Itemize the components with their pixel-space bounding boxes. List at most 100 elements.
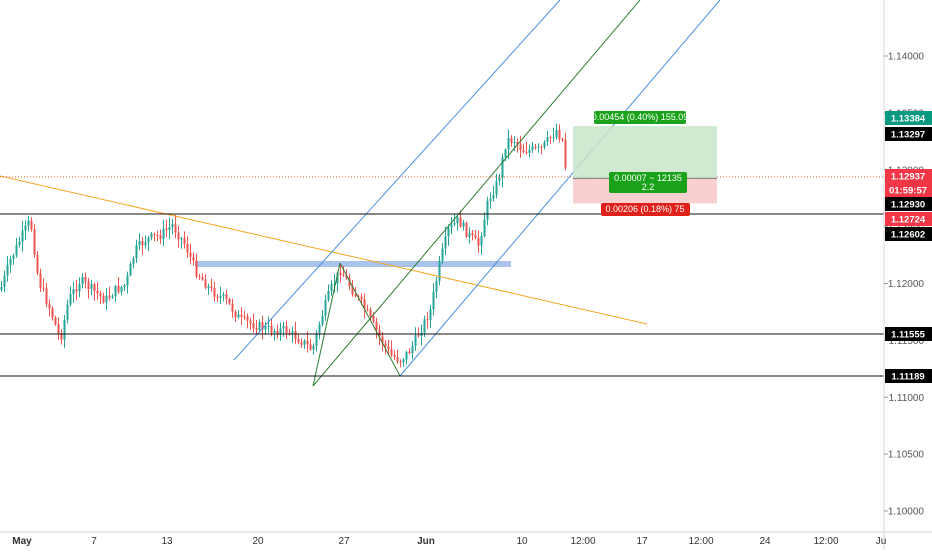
candle-body [60, 333, 63, 340]
candle-body [303, 340, 306, 345]
price-tag-bg [885, 127, 932, 141]
candle-body [213, 287, 216, 297]
candle-body [177, 232, 180, 240]
price-tag-bg [885, 212, 932, 226]
candle-body [483, 219, 486, 236]
candle-body [447, 227, 450, 237]
candle-body [441, 248, 444, 261]
candle-body [516, 142, 519, 145]
time-tick-label: 12:00 [570, 536, 595, 547]
channel-upper-line [233, 0, 561, 361]
candle-body [222, 294, 225, 296]
candle-body [333, 283, 336, 285]
time-axis[interactable]: May 7 13 20 27 Jun 10 12:00 17 12:00 24 12:00 Ju [0, 531, 932, 547]
candle-body [414, 335, 417, 346]
candle-body [270, 325, 273, 333]
candle-body [75, 289, 78, 292]
price-axis[interactable]: 1.140001.135001.130001.125001.120001.115… [883, 0, 925, 550]
candle-body [369, 309, 372, 317]
price-tick-label: 1.11500 [889, 336, 925, 347]
price-tick-label: 1.10500 [888, 450, 925, 461]
horizontal-levels[interactable] [0, 176, 884, 377]
candle-body [105, 295, 108, 303]
time-tick-label: 12:00 [688, 536, 713, 547]
candle-body [429, 309, 432, 321]
candle-body [30, 220, 33, 230]
candle-body [6, 264, 9, 276]
candle-body [219, 295, 222, 298]
price-tag-label: 01:59:57 [889, 186, 927, 197]
price-tag-bg [885, 227, 932, 241]
price-tick-label: 1.10000 [888, 507, 925, 518]
candle-body [384, 343, 387, 347]
candle-body [117, 285, 120, 292]
candle-body [231, 303, 234, 312]
time-tick-label: 27 [338, 536, 350, 547]
candle-body [435, 280, 438, 292]
price-tags: 1.13384 1.13297 1.12937 01:59:57 1.12930 1.12… [885, 111, 932, 383]
candle-body [264, 326, 267, 330]
time-tick-label: 20 [252, 536, 264, 547]
candle-body [408, 351, 411, 354]
candle-body [72, 289, 75, 295]
candle-body [15, 244, 18, 256]
candle-body [189, 252, 192, 257]
candle-body [474, 235, 477, 238]
time-tick-label: 24 [759, 536, 771, 547]
candle-body [198, 276, 201, 278]
candle-body [450, 224, 453, 228]
candle-body [381, 336, 384, 344]
candle-body [348, 278, 351, 287]
candle-body [195, 260, 198, 277]
candle-body [165, 228, 168, 230]
candle-body [438, 260, 441, 281]
candle-body [519, 144, 522, 151]
candle-body [555, 130, 558, 138]
target-label-bg [594, 111, 686, 124]
target-label: 0.00454 (0.40%) 155.09 [592, 112, 689, 122]
candle-body [129, 263, 132, 276]
candle-body [498, 177, 501, 181]
candle-body [285, 326, 288, 334]
candle-body [294, 331, 297, 340]
candle-body [492, 194, 495, 199]
candle-body [252, 323, 255, 329]
candle-body [300, 342, 303, 345]
time-tick-label: May [12, 536, 32, 547]
candle-body [528, 149, 531, 153]
candle-body [123, 285, 126, 287]
time-tick-label: 7 [91, 536, 97, 547]
candle-body [18, 241, 21, 245]
candle-body [24, 225, 27, 231]
position-tool[interactable]: 0.00454 (0.40%) 155.09 0.00007 ~ 121352.2… [573, 111, 717, 216]
candle-body [504, 149, 507, 158]
candle-body [306, 340, 309, 345]
candle-body [225, 294, 228, 299]
candle-body [36, 254, 39, 273]
candle-body [480, 235, 483, 246]
candle-body [66, 304, 69, 320]
candle-body [114, 285, 117, 297]
candle-body [456, 217, 459, 223]
candle-body [549, 137, 552, 139]
price-tag-label: 1.11189 [891, 372, 924, 383]
candle-body [417, 335, 420, 337]
candle-body [561, 139, 564, 141]
candle-body [99, 293, 102, 296]
candle-body [57, 324, 60, 334]
time-tick-label: 10 [516, 536, 528, 547]
drawings[interactable] [0, 0, 721, 387]
candle-body [120, 286, 123, 292]
pitchfork-handle-2 [339, 262, 401, 377]
candle-body [330, 283, 333, 292]
candle-body [540, 146, 543, 148]
candle-body [207, 286, 210, 288]
candle-body [291, 331, 294, 334]
candle-body [351, 286, 354, 295]
candle-body [396, 356, 399, 362]
candle-body [81, 276, 84, 285]
candle-body [531, 146, 534, 150]
channel-lower-line [399, 0, 721, 377]
